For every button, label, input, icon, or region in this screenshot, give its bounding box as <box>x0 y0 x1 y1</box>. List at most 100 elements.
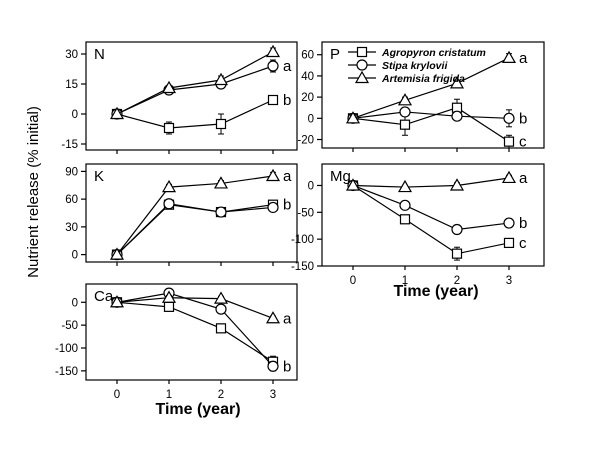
data-point-p-square <box>503 136 515 147</box>
data-point-p-circle <box>399 106 411 118</box>
data-point-mg-triangle <box>501 170 517 184</box>
significance-letter-p: a <box>519 50 528 67</box>
y-tick-label-k: 30 <box>65 222 78 234</box>
x-axis-label-mg: Time (year) <box>393 283 478 300</box>
legend-marker-triangle <box>354 70 370 84</box>
data-point-n-triangle <box>161 80 177 94</box>
significance-letter-mg: b <box>519 215 527 232</box>
data-point-k-circle <box>163 198 175 210</box>
data-point-n-square <box>215 118 227 130</box>
series-line-n-triangle <box>116 51 274 115</box>
x-tick-label-ca: 2 <box>218 389 224 401</box>
series-line-ca-circle <box>116 292 274 367</box>
data-point-ca-triangle <box>109 295 125 308</box>
significance-letter-k: b <box>283 197 291 214</box>
data-point-mg-triangle <box>397 179 413 193</box>
data-point-p-triangle <box>345 111 361 124</box>
data-point-k-triangle <box>213 176 229 189</box>
shared-y-axis-label: Nutrient release (% initial) <box>25 106 42 278</box>
significance-letter-k: a <box>283 168 292 185</box>
data-point-n-triangle <box>213 72 229 86</box>
series-line-p-circle <box>352 111 510 119</box>
data-point-k-circle <box>215 206 227 218</box>
data-point-p-square <box>399 119 411 130</box>
significance-letter-mg: c <box>519 235 527 252</box>
series-line-n-circle <box>116 65 274 115</box>
panel-ca: Ca -150 -100 -50 0 0 1 2 3 b a <box>55 283 298 401</box>
legend-marker-circle <box>356 59 368 71</box>
data-point-mg-triangle <box>345 178 361 191</box>
panel-frame-ca <box>85 283 298 381</box>
x-axis-label-ca: Time (year) <box>155 401 240 418</box>
series-line-p-square <box>352 107 510 143</box>
series-line-mg-square <box>352 184 510 255</box>
y-tick-label-ca: 0 <box>72 297 78 309</box>
panel-mg: Mg -150 -100 -50 0 0 1 2 3 cb a <box>291 163 545 287</box>
legend-entry-square: Agropyron cristatum <box>381 47 486 59</box>
data-point-p-circle <box>451 110 463 122</box>
series-line-mg-circle <box>352 184 510 231</box>
significance-letter-p: c <box>519 134 527 151</box>
data-point-mg-circle <box>451 223 463 236</box>
y-tick-label-mg: -100 <box>291 234 314 246</box>
y-tick-label-mg: -150 <box>291 261 314 273</box>
series-line-k-triangle <box>116 175 274 255</box>
data-point-ca-circle <box>215 303 227 315</box>
y-tick-label-ca: -100 <box>55 343 78 355</box>
y-tick-label-n: -15 <box>61 139 78 151</box>
panel-frame-p <box>321 41 545 149</box>
y-tick-label-p: 40 <box>301 71 314 83</box>
x-tick-label-ca: 1 <box>166 389 172 401</box>
series-line-ca-square <box>116 301 274 363</box>
y-tick-label-p: -20 <box>297 135 314 147</box>
significance-letter-n: a <box>283 58 292 75</box>
x-tick-label-ca: 3 <box>270 389 276 401</box>
significance-letter-n: b <box>283 92 291 109</box>
data-point-k-triangle <box>265 168 281 182</box>
y-tick-label-k: 60 <box>65 194 78 206</box>
significance-letter-p: b <box>519 110 527 127</box>
panel-label-ca: Ca <box>94 288 114 305</box>
x-tick-label-mg: 3 <box>506 275 512 287</box>
data-point-k-triangle <box>109 247 125 260</box>
data-point-n-triangle <box>265 44 281 58</box>
data-point-ca-triangle <box>213 291 229 304</box>
significance-letter-mg: a <box>519 170 528 187</box>
y-tick-label-mg: 0 <box>308 180 314 192</box>
data-point-mg-triangle <box>449 178 465 191</box>
data-point-mg-square <box>451 248 463 259</box>
y-tick-label-p: 60 <box>301 50 314 62</box>
series-line-p-triangle <box>352 57 510 119</box>
panel-k: K 0 30 60 90 ba <box>65 163 298 266</box>
series-line-mg-triangle <box>352 177 510 188</box>
data-point-ca-triangle <box>161 290 177 303</box>
data-point-p-triangle <box>449 76 465 89</box>
data-point-mg-circle <box>503 217 515 229</box>
panel-frame-k <box>85 163 298 263</box>
data-point-p-circle <box>503 112 515 124</box>
data-point-n-circle <box>267 60 279 72</box>
panel-p: P -20 0 20 40 60 cb a <box>297 41 545 152</box>
significance-letter-ca: b <box>283 358 291 375</box>
data-point-ca-square <box>163 301 175 312</box>
data-point-p-triangle <box>397 93 413 106</box>
panel-label-k: K <box>94 168 104 185</box>
y-tick-label-n: 15 <box>65 79 78 91</box>
data-point-n-square <box>267 94 279 106</box>
y-tick-label-p: 0 <box>308 113 314 125</box>
x-tick-label-mg: 1 <box>402 275 408 287</box>
x-tick-label-mg: 2 <box>454 275 460 287</box>
panel-label-mg: Mg <box>330 168 351 185</box>
series-line-n-square <box>116 99 274 129</box>
panel-frame-mg <box>321 163 545 267</box>
data-point-n-triangle <box>109 106 125 120</box>
y-tick-label-n: 30 <box>65 49 78 61</box>
legend-marker-square <box>356 46 368 58</box>
series-line-ca-triangle <box>116 297 274 319</box>
data-point-p-triangle <box>501 50 517 64</box>
data-point-mg-square <box>503 237 515 249</box>
legend-entry-triangle: Artemisia frigida <box>381 73 465 85</box>
data-point-ca-circle <box>267 360 279 372</box>
series-line-k-square <box>116 204 274 256</box>
